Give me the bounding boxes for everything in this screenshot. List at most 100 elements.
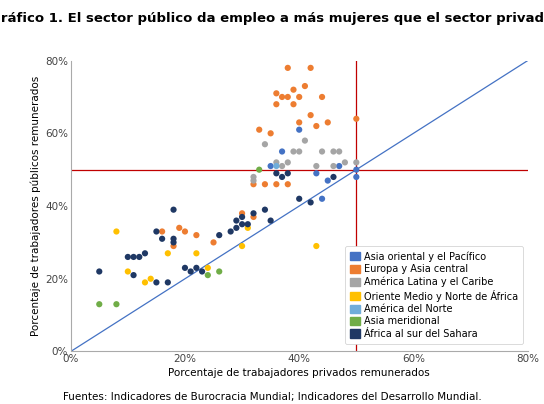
- Point: [169, 206, 178, 213]
- Text: Fuentes: Indicadores de Burocracia Mundial; Indicadores del Desarrollo Mundial.: Fuentes: Indicadores de Burocracia Mundi…: [63, 392, 481, 402]
- Point: [295, 119, 304, 126]
- Point: [186, 268, 195, 275]
- Point: [112, 301, 121, 307]
- Point: [238, 221, 246, 227]
- Point: [381, 276, 390, 282]
- Point: [277, 148, 286, 155]
- Point: [335, 148, 344, 155]
- Point: [215, 232, 224, 238]
- Point: [300, 83, 309, 89]
- Point: [277, 94, 286, 100]
- Point: [158, 236, 166, 242]
- Point: [232, 225, 240, 231]
- Point: [198, 268, 207, 275]
- Point: [261, 181, 269, 187]
- Point: [421, 254, 429, 260]
- Point: [238, 214, 246, 220]
- Point: [135, 254, 144, 260]
- Point: [272, 101, 281, 107]
- Point: [192, 250, 201, 257]
- Point: [123, 254, 132, 260]
- Point: [283, 65, 292, 71]
- Point: [232, 217, 240, 224]
- Point: [277, 174, 286, 180]
- Point: [169, 243, 178, 249]
- Point: [318, 148, 326, 155]
- Point: [341, 159, 349, 166]
- Point: [261, 206, 269, 213]
- Point: [312, 170, 321, 177]
- Point: [140, 279, 149, 286]
- Point: [295, 196, 304, 202]
- Point: [203, 272, 212, 278]
- Point: [249, 174, 258, 180]
- Point: [295, 148, 304, 155]
- Point: [272, 181, 281, 187]
- Point: [255, 166, 264, 173]
- Point: [123, 268, 132, 275]
- Point: [323, 177, 332, 184]
- Point: [146, 276, 155, 282]
- Point: [244, 221, 252, 227]
- Point: [158, 228, 166, 235]
- Point: [169, 236, 178, 242]
- Point: [363, 254, 372, 260]
- Point: [289, 148, 298, 155]
- Point: [163, 279, 172, 286]
- X-axis label: Porcentaje de trabajadores privados remunerados: Porcentaje de trabajadores privados remu…: [168, 368, 430, 379]
- Point: [238, 210, 246, 217]
- Point: [277, 163, 286, 169]
- Point: [306, 65, 315, 71]
- Point: [329, 174, 338, 180]
- Point: [249, 214, 258, 220]
- Point: [249, 177, 258, 184]
- Point: [266, 163, 275, 169]
- Point: [306, 199, 315, 206]
- Point: [352, 116, 361, 122]
- Point: [169, 239, 178, 246]
- Point: [192, 232, 201, 238]
- Point: [329, 163, 338, 169]
- Point: [312, 163, 321, 169]
- Point: [181, 265, 189, 271]
- Point: [272, 90, 281, 97]
- Point: [318, 94, 326, 100]
- Point: [352, 159, 361, 166]
- Point: [192, 265, 201, 271]
- Point: [244, 225, 252, 231]
- Point: [272, 170, 281, 177]
- Point: [352, 166, 361, 173]
- Point: [312, 243, 321, 249]
- Point: [163, 250, 172, 257]
- Point: [306, 112, 315, 118]
- Point: [209, 239, 218, 246]
- Point: [283, 181, 292, 187]
- Point: [312, 123, 321, 129]
- Point: [95, 268, 103, 275]
- Legend: Asia oriental y el Pacífico, Europa y Asia central, América Latina y el Caribe, : Asia oriental y el Pacífico, Europa y As…: [345, 246, 523, 344]
- Point: [129, 254, 138, 260]
- Point: [283, 94, 292, 100]
- Point: [238, 243, 246, 249]
- Point: [152, 228, 161, 235]
- Point: [272, 159, 281, 166]
- Point: [140, 250, 149, 257]
- Point: [289, 86, 298, 93]
- Point: [152, 279, 161, 286]
- Point: [261, 141, 269, 147]
- Point: [226, 228, 235, 235]
- Point: [175, 225, 183, 231]
- Point: [329, 148, 338, 155]
- Point: [272, 163, 281, 169]
- Point: [318, 196, 326, 202]
- Point: [352, 174, 361, 180]
- Point: [255, 126, 264, 133]
- Point: [95, 301, 103, 307]
- Text: Gráfico 1. El sector público da empleo a más mujeres que el sector privado: Gráfico 1. El sector público da empleo a…: [0, 12, 544, 25]
- Point: [112, 228, 121, 235]
- Y-axis label: Porcentaje de trabajadores públicos remunerados: Porcentaje de trabajadores públicos remu…: [30, 76, 41, 336]
- Point: [295, 126, 304, 133]
- Point: [335, 163, 344, 169]
- Point: [283, 170, 292, 177]
- Point: [249, 210, 258, 217]
